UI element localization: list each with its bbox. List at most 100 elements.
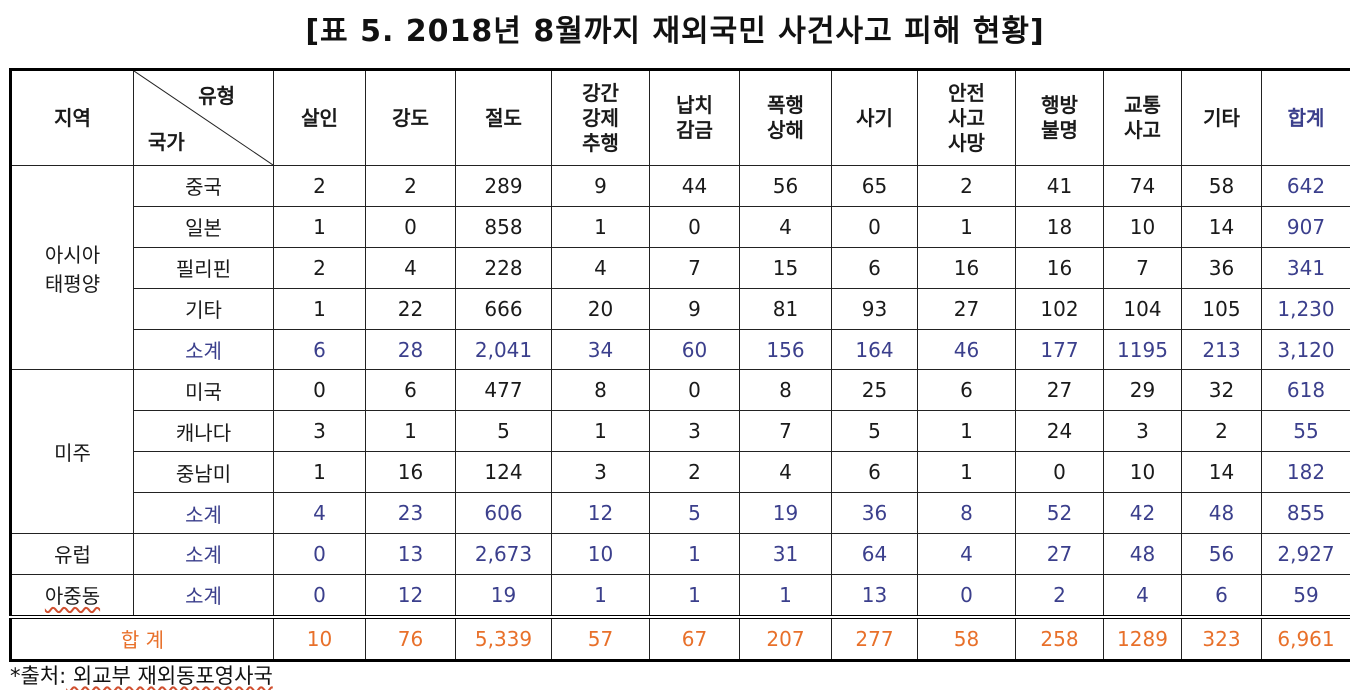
country-cell: 중국: [134, 166, 274, 207]
value-cell: 20: [552, 288, 650, 329]
total-value-cell: 58: [918, 617, 1016, 661]
value-cell: 0: [832, 206, 918, 247]
country-cell: 일본: [134, 206, 274, 247]
value-cell: 32: [1182, 370, 1262, 411]
value-cell: 6: [366, 370, 456, 411]
value-cell: 104: [1104, 288, 1182, 329]
value-cell: 6: [832, 247, 918, 288]
region-label: 아중동: [45, 584, 100, 608]
value-cell: 48: [1104, 534, 1182, 575]
value-cell: 907: [1262, 206, 1350, 247]
value-cell: 42: [1104, 493, 1182, 534]
value-cell: 1195: [1104, 329, 1182, 370]
value-cell: 2: [918, 166, 1016, 207]
total-value-cell: 1289: [1104, 617, 1182, 661]
value-cell: 10: [1104, 452, 1182, 493]
value-cell: 0: [918, 574, 1016, 616]
value-cell: 7: [650, 247, 740, 288]
region-cell: 아중동: [11, 574, 134, 616]
source-agency: 외교부 재외동포영사국: [66, 664, 273, 688]
value-cell: 19: [456, 574, 552, 616]
value-cell: 10: [1104, 206, 1182, 247]
value-cell: 0: [274, 534, 366, 575]
value-cell: 6: [918, 370, 1016, 411]
value-cell: 5: [832, 411, 918, 452]
region-cell: 유럽: [11, 534, 134, 575]
value-cell: 25: [832, 370, 918, 411]
value-cell: 2: [650, 452, 740, 493]
value-cell: 105: [1182, 288, 1262, 329]
region-cell: 미주: [11, 370, 134, 534]
total-label: 합 계: [11, 617, 274, 661]
total-value-cell: 258: [1016, 617, 1104, 661]
type-label: 유형: [198, 84, 235, 109]
value-cell: 2: [274, 166, 366, 207]
value-cell: 1: [740, 574, 832, 616]
value-cell: 156: [740, 329, 832, 370]
type-country-header: 유형 국가: [134, 70, 274, 166]
column-header: 절도: [456, 70, 552, 166]
value-cell: 642: [1262, 166, 1350, 207]
value-cell: 8: [740, 370, 832, 411]
value-cell: 58: [1182, 166, 1262, 207]
value-cell: 477: [456, 370, 552, 411]
total-value-cell: 323: [1182, 617, 1262, 661]
value-cell: 289: [456, 166, 552, 207]
value-cell: 1: [552, 411, 650, 452]
value-cell: 18: [1016, 206, 1104, 247]
value-cell: 1: [918, 206, 1016, 247]
value-cell: 3: [1104, 411, 1182, 452]
value-cell: 46: [918, 329, 1016, 370]
column-header: 살인: [274, 70, 366, 166]
value-cell: 2: [366, 166, 456, 207]
subtotal-label: 소계: [134, 329, 274, 370]
value-cell: 13: [832, 574, 918, 616]
value-cell: 0: [1016, 452, 1104, 493]
value-cell: 1: [366, 411, 456, 452]
value-cell: 858: [456, 206, 552, 247]
value-cell: 93: [832, 288, 918, 329]
country-cell: 중남미: [134, 452, 274, 493]
value-cell: 36: [832, 493, 918, 534]
value-cell: 2,041: [456, 329, 552, 370]
value-cell: 44: [650, 166, 740, 207]
value-cell: 4: [740, 206, 832, 247]
value-cell: 1,230: [1262, 288, 1350, 329]
value-cell: 4: [552, 247, 650, 288]
value-cell: 164: [832, 329, 918, 370]
value-cell: 74: [1104, 166, 1182, 207]
value-cell: 4: [1104, 574, 1182, 616]
value-cell: 0: [650, 206, 740, 247]
region-header: 지역: [11, 70, 134, 166]
value-cell: 22: [366, 288, 456, 329]
value-cell: 7: [740, 411, 832, 452]
value-cell: 56: [1182, 534, 1262, 575]
column-header: 합계: [1262, 70, 1350, 166]
value-cell: 15: [740, 247, 832, 288]
country-cell: 캐나다: [134, 411, 274, 452]
subtotal-label: 소계: [134, 534, 274, 575]
value-cell: 3: [274, 411, 366, 452]
value-cell: 28: [366, 329, 456, 370]
value-cell: 2: [274, 247, 366, 288]
column-header: 사기: [832, 70, 918, 166]
subtotal-label: 소계: [134, 493, 274, 534]
value-cell: 5: [650, 493, 740, 534]
value-cell: 9: [552, 166, 650, 207]
value-cell: 3: [552, 452, 650, 493]
total-value-cell: 76: [366, 617, 456, 661]
